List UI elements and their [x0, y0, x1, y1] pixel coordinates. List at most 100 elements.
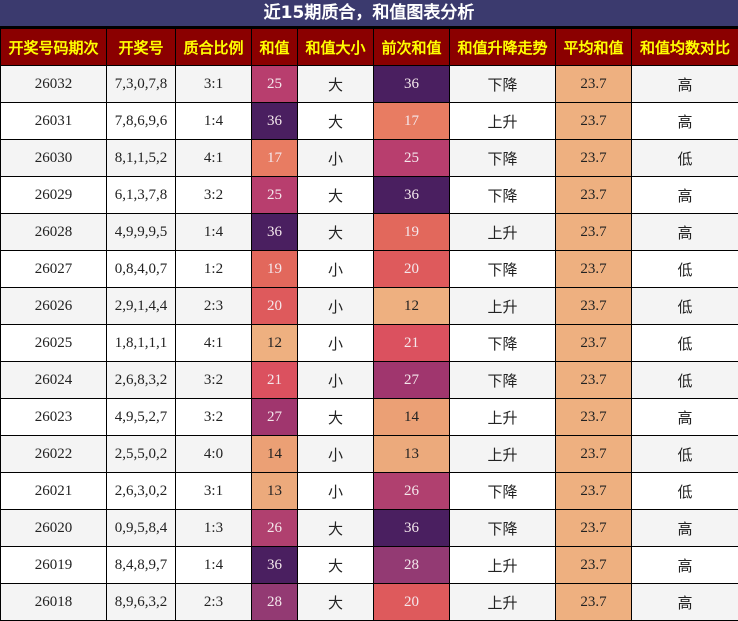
cell-average-sum: 23.7	[556, 177, 632, 214]
cell-average-sum: 23.7	[556, 473, 632, 510]
cell-sum-size: 大	[298, 66, 374, 103]
cell-sum-trend: 下降	[450, 473, 556, 510]
cell-issue: 26032	[1, 66, 107, 103]
cell-sum-trend: 上升	[450, 288, 556, 325]
cell-previous-sum: 25	[374, 140, 450, 177]
cell-prime-composite-ratio: 1:4	[176, 547, 252, 584]
cell-numbers: 4,9,5,2,7	[107, 399, 176, 436]
cell-numbers: 2,6,3,0,2	[107, 473, 176, 510]
cell-issue: 26027	[1, 251, 107, 288]
cell-sum-trend: 上升	[450, 103, 556, 140]
cell-average-sum: 23.7	[556, 547, 632, 584]
column-header-average-sum: 平均和值	[556, 29, 632, 66]
cell-prime-composite-ratio: 4:1	[176, 140, 252, 177]
cell-previous-sum: 19	[374, 214, 450, 251]
cell-prime-composite-ratio: 1:4	[176, 103, 252, 140]
cell-previous-sum: 36	[374, 66, 450, 103]
cell-sum: 28	[252, 584, 298, 621]
cell-prime-composite-ratio: 4:0	[176, 436, 252, 473]
cell-prime-composite-ratio: 2:3	[176, 288, 252, 325]
cell-sum-size: 大	[298, 214, 374, 251]
cell-issue: 26031	[1, 103, 107, 140]
cell-previous-sum: 14	[374, 399, 450, 436]
cell-sum: 19	[252, 251, 298, 288]
cell-sum-size: 小	[298, 251, 374, 288]
cell-sum-vs-average: 低	[632, 288, 738, 325]
cell-sum-size: 小	[298, 325, 374, 362]
cell-sum: 36	[252, 103, 298, 140]
cell-sum-size: 大	[298, 103, 374, 140]
cell-numbers: 2,6,8,3,2	[107, 362, 176, 399]
cell-sum-trend: 下降	[450, 66, 556, 103]
cell-issue: 26022	[1, 436, 107, 473]
cell-previous-sum: 36	[374, 510, 450, 547]
cell-numbers: 7,3,0,7,8	[107, 66, 176, 103]
cell-sum-size: 小	[298, 288, 374, 325]
cell-sum-size: 大	[298, 399, 374, 436]
cell-average-sum: 23.7	[556, 214, 632, 251]
cell-average-sum: 23.7	[556, 399, 632, 436]
column-header-sum-trend: 和值升降走势	[450, 29, 556, 66]
column-header-issue: 开奖号码期次	[1, 29, 107, 66]
cell-sum: 14	[252, 436, 298, 473]
cell-sum-trend: 下降	[450, 177, 556, 214]
cell-previous-sum: 20	[374, 251, 450, 288]
cell-prime-composite-ratio: 3:1	[176, 473, 252, 510]
cell-issue: 26024	[1, 362, 107, 399]
cell-sum-vs-average: 高	[632, 584, 738, 621]
cell-average-sum: 23.7	[556, 584, 632, 621]
cell-prime-composite-ratio: 3:2	[176, 362, 252, 399]
cell-issue: 26021	[1, 473, 107, 510]
cell-prime-composite-ratio: 3:1	[176, 66, 252, 103]
cell-sum-vs-average: 高	[632, 103, 738, 140]
cell-previous-sum: 27	[374, 362, 450, 399]
cell-previous-sum: 36	[374, 177, 450, 214]
header-row: 开奖号码期次开奖号质合比例和值和值大小前次和值和值升降走势平均和值和值均数对比	[1, 29, 738, 66]
cell-average-sum: 23.7	[556, 66, 632, 103]
cell-sum-vs-average: 低	[632, 251, 738, 288]
cell-prime-composite-ratio: 3:2	[176, 399, 252, 436]
cell-numbers: 7,8,6,9,6	[107, 103, 176, 140]
cell-sum-trend: 上升	[450, 584, 556, 621]
cell-sum: 13	[252, 473, 298, 510]
cell-sum-vs-average: 高	[632, 510, 738, 547]
cell-sum-vs-average: 低	[632, 436, 738, 473]
column-header-previous-sum: 前次和值	[374, 29, 450, 66]
cell-prime-composite-ratio: 3:2	[176, 177, 252, 214]
cell-sum-size: 大	[298, 510, 374, 547]
cell-sum-vs-average: 高	[632, 66, 738, 103]
cell-prime-composite-ratio: 2:3	[176, 584, 252, 621]
cell-sum-vs-average: 高	[632, 547, 738, 584]
cell-numbers: 0,8,4,0,7	[107, 251, 176, 288]
cell-average-sum: 23.7	[556, 288, 632, 325]
cell-numbers: 8,9,6,3,2	[107, 584, 176, 621]
cell-prime-composite-ratio: 4:1	[176, 325, 252, 362]
cell-average-sum: 23.7	[556, 251, 632, 288]
cell-sum: 36	[252, 547, 298, 584]
cell-sum-vs-average: 低	[632, 473, 738, 510]
cell-previous-sum: 20	[374, 584, 450, 621]
column-header-sum-size: 和值大小	[298, 29, 374, 66]
column-header-prime-composite-ratio: 质合比例	[176, 29, 252, 66]
cell-average-sum: 23.7	[556, 103, 632, 140]
cell-previous-sum: 28	[374, 547, 450, 584]
cell-sum: 27	[252, 399, 298, 436]
cell-numbers: 2,9,1,4,4	[107, 288, 176, 325]
cell-issue: 26019	[1, 547, 107, 584]
cell-issue: 26023	[1, 399, 107, 436]
cell-numbers: 4,9,9,9,5	[107, 214, 176, 251]
cell-issue: 26028	[1, 214, 107, 251]
